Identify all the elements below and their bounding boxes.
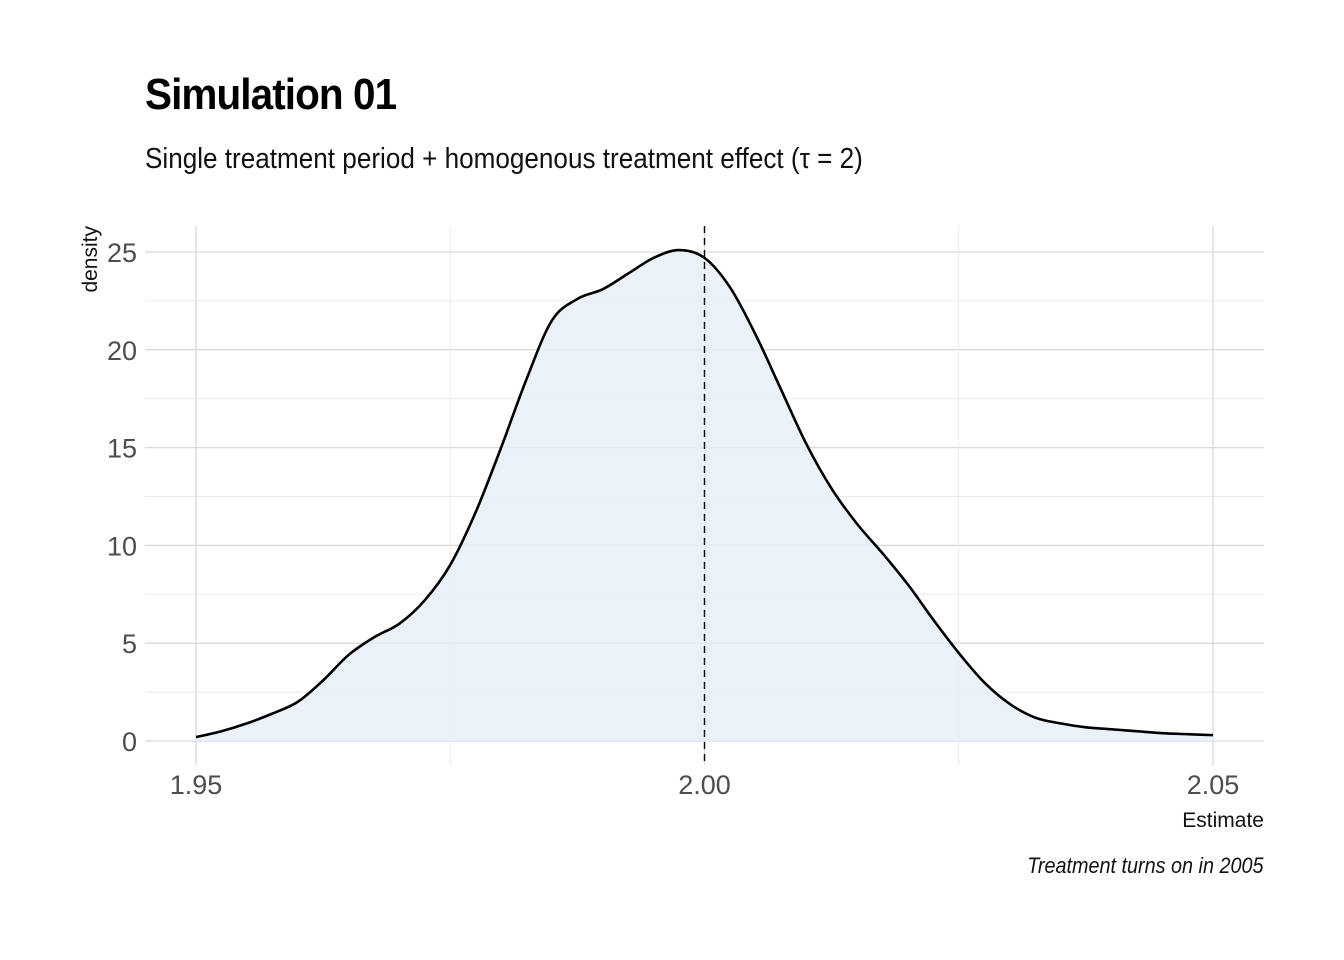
y-tick-label: 15 — [107, 434, 137, 464]
y-tick-label: 5 — [122, 629, 137, 659]
y-tick-label: 25 — [107, 238, 137, 268]
density-curve — [195, 248, 1214, 739]
axis-ticks: 0 5 10 15 20 25 1.95 2.00 2.05 — [107, 238, 1239, 800]
y-tick-label: 20 — [107, 336, 137, 366]
chart-subtitle: Single treatment period + homogenous tre… — [145, 143, 863, 175]
x-tick-label: 2.00 — [678, 770, 731, 800]
x-tick-label: 2.05 — [1187, 770, 1240, 800]
chart-title: Simulation 01 — [145, 70, 397, 119]
y-tick-label: 10 — [107, 531, 137, 561]
chart-caption: Treatment turns on in 2005 — [1027, 853, 1264, 878]
x-axis-title: Estimate — [1182, 809, 1264, 832]
y-tick-label: 0 — [122, 727, 137, 757]
y-axis-title: density — [79, 226, 102, 293]
x-tick-label: 1.95 — [170, 770, 223, 800]
